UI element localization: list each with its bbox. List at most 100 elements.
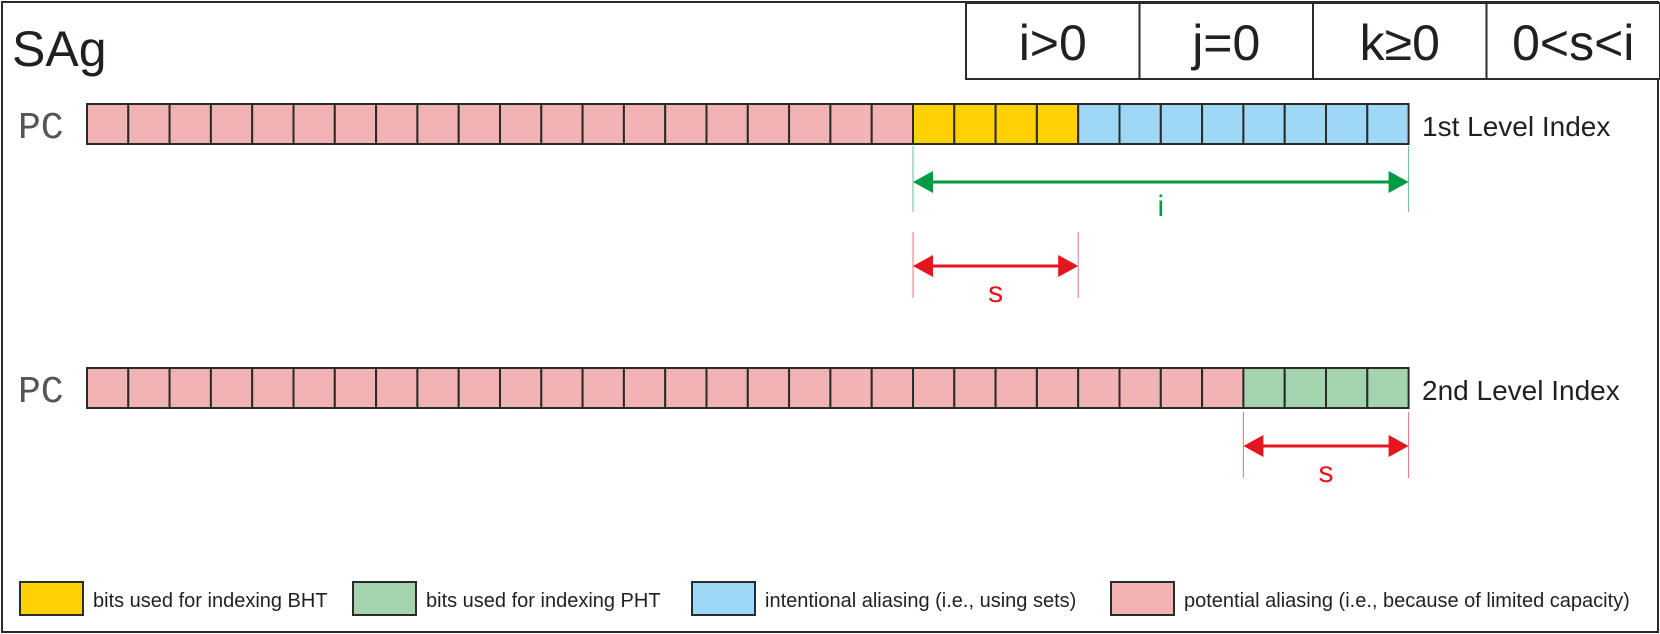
arrowhead-right-icon	[1058, 255, 1079, 277]
bit-cell-potential	[705, 367, 749, 409]
legend-label-intentional: intentional aliasing (i.e., using sets)	[765, 590, 1076, 612]
bit-cell-potential	[209, 367, 254, 409]
bit-cell-potential	[746, 367, 791, 409]
bit-cell-potential	[168, 103, 212, 145]
span-label: s	[988, 276, 1003, 309]
span-s-2: s	[1242, 412, 1410, 489]
bit-cell-potential	[251, 103, 295, 145]
bit-cell-bht	[953, 103, 997, 145]
legend-item-intentional: intentional aliasing (i.e., using sets)	[691, 581, 1076, 616]
bit-cell-potential	[622, 103, 667, 145]
span-label: s	[1319, 456, 1334, 489]
param-box-2	[1312, 2, 1488, 80]
bit-cell-intentional	[1242, 103, 1286, 145]
bit-cell-potential	[664, 367, 708, 409]
bit-cell-potential	[333, 103, 378, 145]
bit-cell-potential	[127, 367, 171, 409]
span-s-1: s	[912, 232, 1079, 309]
bit-cell-potential	[746, 103, 791, 145]
arrowhead-right-icon	[1388, 171, 1409, 193]
legend-swatch-bht	[19, 581, 84, 616]
bit-cell-potential	[788, 103, 832, 145]
param-box-0	[965, 2, 1141, 80]
bit-cell-potential	[912, 367, 956, 409]
bit-cell-potential	[416, 103, 460, 145]
bit-cell-potential	[664, 103, 708, 145]
param-box-1	[1138, 2, 1314, 80]
bit-cell-intentional	[1159, 103, 1204, 145]
bit-cell-bht	[1035, 103, 1080, 145]
second-level-index-label: 2nd Level Index	[1422, 375, 1620, 406]
legend-item-bht: bits used for indexing BHT	[19, 581, 328, 616]
row1-bits	[86, 103, 1410, 145]
bit-cell-potential	[829, 103, 873, 145]
arrowhead-left-icon	[1243, 435, 1264, 457]
bit-cell-potential	[499, 367, 543, 409]
bit-cell-intentional	[1118, 103, 1162, 145]
arrowhead-left-icon	[913, 255, 933, 277]
bit-cell-potential	[540, 367, 584, 409]
bit-cell-intentional	[1283, 103, 1327, 145]
legend: bits used for indexing BHT bits used for …	[19, 581, 1630, 616]
bit-cell-potential	[86, 367, 130, 409]
bit-cell-potential	[705, 103, 749, 145]
bit-cell-potential	[209, 103, 254, 145]
first-level-row: PC 1st Level Index	[18, 103, 1610, 150]
parameter-boxes: i>0 j=0 k≥0 0<s<i	[965, 2, 1660, 80]
bit-cell-potential	[292, 367, 336, 409]
bit-cell-potential	[788, 367, 832, 409]
pc-label-row2: PC	[18, 371, 64, 414]
legend-swatch-potential	[1110, 581, 1175, 616]
bit-cell-potential	[870, 103, 915, 145]
first-level-index-label: 1st Level Index	[1422, 111, 1610, 142]
legend-swatch-pht	[352, 581, 417, 616]
bit-cell-intentional	[1201, 103, 1245, 145]
pc-label-row1: PC	[18, 107, 64, 150]
bit-cell-potential	[1201, 367, 1245, 409]
legend-item-pht: bits used for indexing PHT	[352, 581, 661, 616]
legend-label-potential: potential aliasing (i.e., because of lim…	[1184, 590, 1630, 612]
arrowhead-right-icon	[1388, 435, 1409, 457]
bit-cell-potential	[333, 367, 378, 409]
bit-cell-potential	[499, 103, 543, 145]
bit-cell-potential	[1077, 367, 1121, 409]
bit-cell-pht	[1283, 367, 1327, 409]
bit-cell-potential	[86, 103, 130, 145]
bit-cell-potential	[540, 103, 584, 145]
bit-cell-potential	[829, 367, 873, 409]
bit-cell-potential	[375, 103, 419, 145]
bit-cell-pht	[1242, 367, 1286, 409]
bit-cell-bht	[994, 103, 1038, 145]
bit-cell-potential	[457, 367, 502, 409]
bit-cell-potential	[1159, 367, 1204, 409]
bit-cell-potential	[581, 103, 625, 145]
param-box-3	[1485, 2, 1660, 80]
bit-cell-bht	[912, 103, 956, 145]
bit-cell-intentional	[1325, 103, 1369, 145]
span-annotations: i s s	[912, 146, 1410, 489]
bit-cell-pht	[1325, 367, 1369, 409]
row2-bits	[86, 367, 1410, 409]
bit-cell-pht	[1366, 367, 1410, 409]
span-label: i	[1157, 190, 1164, 223]
arrowhead-left-icon	[913, 171, 933, 193]
param-label-2: k≥0	[1360, 15, 1440, 71]
bit-cell-potential	[622, 367, 667, 409]
bit-cell-potential	[581, 367, 625, 409]
diagram-title: SAg	[12, 21, 107, 77]
bit-cell-potential	[953, 367, 997, 409]
legend-item-potential: potential aliasing (i.e., because of lim…	[1110, 581, 1630, 616]
bit-cell-potential	[251, 367, 295, 409]
bit-cell-potential	[870, 367, 915, 409]
bit-cell-potential	[994, 367, 1038, 409]
bit-cell-intentional	[1366, 103, 1410, 145]
param-label-3: 0<s<i	[1512, 15, 1634, 71]
param-label-0: i>0	[1019, 15, 1087, 71]
bit-cell-potential	[1118, 367, 1162, 409]
bit-cell-intentional	[1077, 103, 1121, 145]
legend-label-bht: bits used for indexing BHT	[93, 590, 328, 612]
legend-swatch-intentional	[691, 581, 756, 616]
bit-cell-potential	[1035, 367, 1080, 409]
